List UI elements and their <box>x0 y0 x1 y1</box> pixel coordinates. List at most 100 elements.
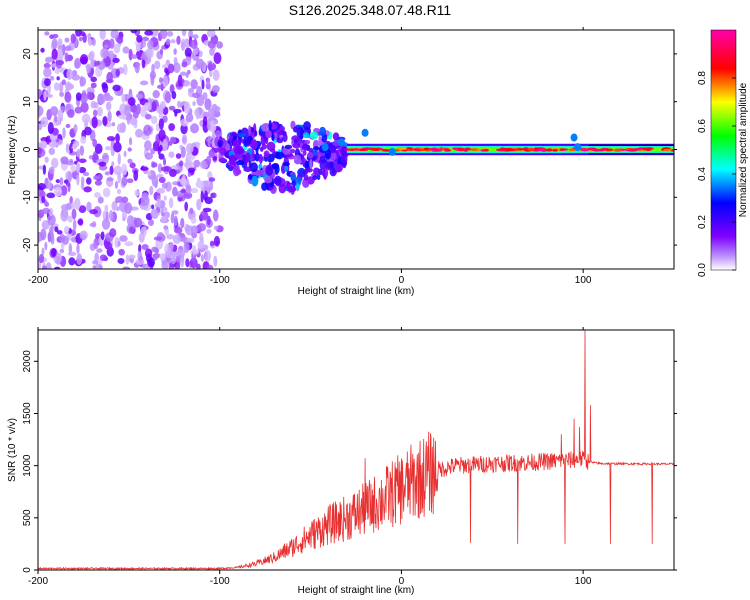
spectrogram-cell <box>248 125 252 136</box>
snr-x-tick-label: -100 <box>210 576 230 587</box>
spectrogram-cell <box>150 115 158 125</box>
spectrogram-cell <box>574 143 582 152</box>
spectrogram-cell <box>211 192 217 199</box>
spectrogram-cell <box>261 143 267 150</box>
spectrogram-cell <box>102 210 107 221</box>
spectrogram-cell <box>284 144 293 150</box>
spectrogram-cell <box>144 152 153 160</box>
spectrogram-cell <box>202 116 208 126</box>
spectrogram-cell <box>158 176 166 184</box>
spectrogram-cell <box>130 30 138 34</box>
spectrogram-cell <box>92 109 98 117</box>
spectrogram-x-tick-label: -200 <box>28 275 48 286</box>
spectrogram-cell <box>159 144 163 152</box>
spectrogram-cell <box>116 188 122 195</box>
spectrogram-cell <box>74 197 81 210</box>
spectrogram-cell <box>134 189 140 197</box>
spectrogram-cell <box>54 114 58 123</box>
spectrogram-cell <box>293 154 302 165</box>
spectrogram-cell <box>158 111 164 120</box>
spectrogram-cell <box>206 215 211 226</box>
spectrogram-cell <box>185 72 189 78</box>
spectrogram-cell <box>212 130 216 140</box>
spectrogram-cell <box>164 91 172 104</box>
spectrogram-cell <box>300 142 304 153</box>
spectrogram-cell <box>156 187 166 194</box>
spectrogram-cell <box>106 136 116 142</box>
spectrogram-cell <box>205 155 212 166</box>
spectrogram-y-tick-label: 10 <box>22 96 33 108</box>
spectrogram-cell <box>122 266 131 269</box>
spectrogram-cell <box>193 159 201 168</box>
spectrogram-cell <box>294 176 302 187</box>
spectrogram-cell <box>204 250 212 262</box>
spectrogram-cell <box>159 200 166 209</box>
spectrogram-cell <box>591 148 602 152</box>
spectrogram-cell <box>51 248 57 258</box>
spectrogram-cell <box>503 148 514 151</box>
spectrogram-cell <box>151 204 155 210</box>
spectrogram-cell <box>177 74 183 87</box>
spectrogram-cell <box>211 38 218 44</box>
spectrogram-cell <box>178 160 184 167</box>
spectrogram-cell <box>79 76 87 87</box>
spectrogram-cell <box>118 248 125 256</box>
spectrogram-cell <box>112 57 120 63</box>
spectrogram-cell <box>128 254 136 259</box>
spectrogram-cell <box>162 138 168 151</box>
spectrogram-cell <box>47 180 52 190</box>
spectrogram-cell <box>64 52 69 63</box>
spectrogram-cell <box>254 130 258 137</box>
spectrogram-cell <box>319 155 326 163</box>
spectrogram-cell <box>38 105 44 117</box>
spectrogram-cell <box>196 198 202 211</box>
spectrogram-cell <box>516 148 525 151</box>
spectrogram-cell <box>154 60 161 70</box>
spectrogram-cell <box>213 52 222 64</box>
spectrogram-cell <box>117 258 125 265</box>
spectrogram-cell <box>642 147 649 151</box>
spectrogram-cell <box>131 54 138 59</box>
spectrogram-cell <box>65 143 70 154</box>
spectrogram-cell <box>218 157 227 163</box>
spectrogram-cell <box>197 223 207 232</box>
spectrogram-cell <box>202 92 208 100</box>
spectrogram-x-tick-label: 100 <box>575 275 592 286</box>
spectrogram-cell <box>41 265 48 269</box>
spectrogram-cell <box>105 95 114 101</box>
snr-x-tick-label: 100 <box>575 576 592 587</box>
spectrogram-cell <box>293 138 298 144</box>
spectrogram-cell <box>116 36 124 44</box>
spectrogram-cell <box>49 34 54 40</box>
spectrogram-cell <box>69 142 74 154</box>
spectrogram-cell <box>170 39 176 44</box>
spectrogram-x-axis: -200 -100 0 100 <box>28 27 592 286</box>
spectrogram-cell <box>186 237 195 244</box>
spectrogram-cell <box>176 249 186 258</box>
spectrogram-cell <box>302 178 310 188</box>
spectrogram-cell <box>135 44 141 52</box>
spectrogram-cell <box>172 234 182 244</box>
spectrogram-cell <box>38 183 46 191</box>
spectrogram-cell <box>69 158 74 164</box>
spectrogram-cell <box>232 139 242 148</box>
spectrogram-cell <box>552 148 559 152</box>
spectrogram-cell <box>261 182 268 191</box>
spectrogram-cell <box>44 201 50 207</box>
spectrogram-cell <box>108 210 114 222</box>
spectrogram-cell <box>228 154 236 165</box>
spectrogram-cell <box>192 101 196 107</box>
spectrogram-cell <box>125 254 130 265</box>
spectrogram-cell <box>71 201 76 209</box>
spectrogram-cell <box>49 75 55 81</box>
spectrogram-cell <box>38 253 45 264</box>
spectrogram-cell <box>43 78 51 87</box>
spectrogram-cell <box>159 253 166 261</box>
spectrogram-cell <box>151 100 157 112</box>
spectrogram-cell <box>47 232 52 243</box>
spectrogram-cell <box>370 148 381 151</box>
spectrogram-cell <box>99 254 108 261</box>
spectrogram-cell <box>93 191 101 198</box>
spectrogram-y-tick-label: 20 <box>22 48 33 60</box>
spectrogram-cell <box>64 91 72 103</box>
